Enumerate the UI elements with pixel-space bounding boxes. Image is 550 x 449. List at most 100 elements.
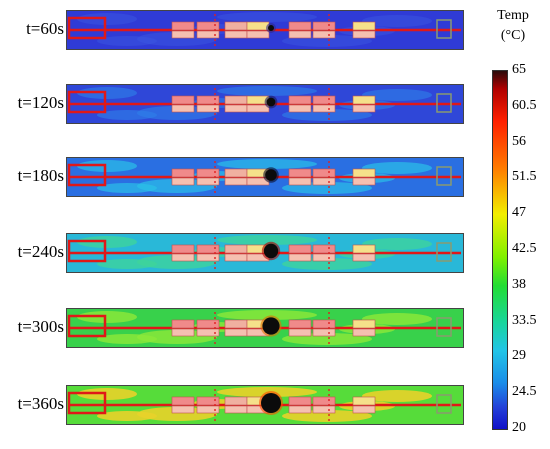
field-blob xyxy=(362,390,432,402)
colorbar-tick-label: 29 xyxy=(512,348,526,364)
seat-block xyxy=(352,95,376,105)
field-blob xyxy=(362,238,432,250)
temperature-field-panel xyxy=(66,233,464,273)
seat-block xyxy=(312,168,336,178)
field-blob xyxy=(217,12,317,22)
field-blob xyxy=(77,311,137,323)
seat-block xyxy=(246,21,270,31)
seat-block xyxy=(171,405,195,414)
left-unit-outline xyxy=(67,239,107,263)
seat-block xyxy=(312,95,336,105)
right-equipment xyxy=(436,19,452,39)
seat-block xyxy=(171,244,195,254)
seat-block xyxy=(224,244,248,254)
seat-block xyxy=(196,30,220,39)
seat-block xyxy=(224,177,248,186)
seat-block xyxy=(352,253,376,262)
seat-block xyxy=(352,30,376,39)
temperature-field-panel xyxy=(66,385,464,425)
colorbar-tick-label: 33.5 xyxy=(512,312,537,328)
colorbar-tick-label: 51.5 xyxy=(512,169,537,185)
seat-block xyxy=(312,253,336,262)
seat-block xyxy=(196,177,220,186)
seat-block xyxy=(288,30,312,39)
fire-source xyxy=(266,97,276,107)
right-equipment xyxy=(436,394,452,414)
seat-block xyxy=(196,396,220,406)
field-blob xyxy=(217,235,317,245)
seat-block xyxy=(288,328,312,337)
seat-block xyxy=(171,253,195,262)
seat-block xyxy=(171,177,195,186)
seat-block xyxy=(171,30,195,39)
seat-block xyxy=(312,244,336,254)
seat-block xyxy=(288,405,312,414)
seat-block xyxy=(312,30,336,39)
seat-block xyxy=(288,168,312,178)
temperature-field-panel xyxy=(66,157,464,197)
seat-block xyxy=(196,104,220,113)
time-label: t=360s xyxy=(17,394,64,413)
seat-block xyxy=(352,21,376,31)
seat-block xyxy=(196,328,220,337)
seat-block xyxy=(352,168,376,178)
right-equipment xyxy=(436,317,452,337)
seat-block xyxy=(288,177,312,186)
temperature-field-panel xyxy=(66,308,464,348)
field-blob xyxy=(97,411,157,421)
seat-block xyxy=(312,21,336,31)
colorbar-tick-label: 47 xyxy=(512,205,526,221)
field-blob xyxy=(217,159,317,169)
seat-block xyxy=(224,30,248,39)
seat-block xyxy=(224,328,248,337)
right-equipment xyxy=(436,166,452,186)
fire-source xyxy=(265,169,277,181)
seat-block xyxy=(171,104,195,113)
colorbar-tick-label: 65 xyxy=(512,62,526,77)
seat-block xyxy=(196,95,220,105)
seat-block xyxy=(171,328,195,337)
field-blob xyxy=(362,313,432,325)
seat-block xyxy=(312,104,336,113)
seat-block xyxy=(288,95,312,105)
time-label: t=180s xyxy=(17,166,64,185)
temperature-colorbar xyxy=(492,70,508,430)
seat-block xyxy=(224,168,248,178)
field-blob xyxy=(97,259,157,269)
field-blob xyxy=(97,110,157,120)
field-blob xyxy=(217,86,317,96)
seat-block xyxy=(246,30,270,39)
seat-block xyxy=(288,396,312,406)
seat-block xyxy=(171,21,195,31)
left-unit-outline xyxy=(67,90,107,114)
fire-source xyxy=(263,243,279,259)
temperature-field-plot xyxy=(67,11,463,49)
seat-block xyxy=(224,95,248,105)
seat-block xyxy=(312,177,336,186)
seat-block xyxy=(246,104,270,113)
field-blob xyxy=(97,334,157,344)
seat-block xyxy=(171,396,195,406)
seat-block xyxy=(352,177,376,186)
colorbar-tick-label: 38 xyxy=(512,276,526,292)
seat-block xyxy=(196,244,220,254)
field-blob xyxy=(77,236,137,248)
seat-block xyxy=(196,319,220,329)
seat-block xyxy=(288,319,312,329)
seat-block xyxy=(312,328,336,337)
seat-block xyxy=(312,405,336,414)
temperature-field-plot xyxy=(67,309,463,347)
temperature-field-plot xyxy=(67,386,463,424)
field-blob xyxy=(217,310,317,320)
field-blob xyxy=(77,388,137,400)
seat-block xyxy=(288,253,312,262)
seat-block xyxy=(224,405,248,414)
seat-block xyxy=(288,104,312,113)
colorbar-tick-label: 24.5 xyxy=(512,384,537,400)
left-unit-outline xyxy=(67,163,107,187)
colorbar-tick-label: 20 xyxy=(512,420,526,435)
seat-block xyxy=(196,405,220,414)
left-unit-outline xyxy=(67,391,107,415)
seat-block xyxy=(224,396,248,406)
legend-title-line2: (°C) xyxy=(500,28,526,43)
